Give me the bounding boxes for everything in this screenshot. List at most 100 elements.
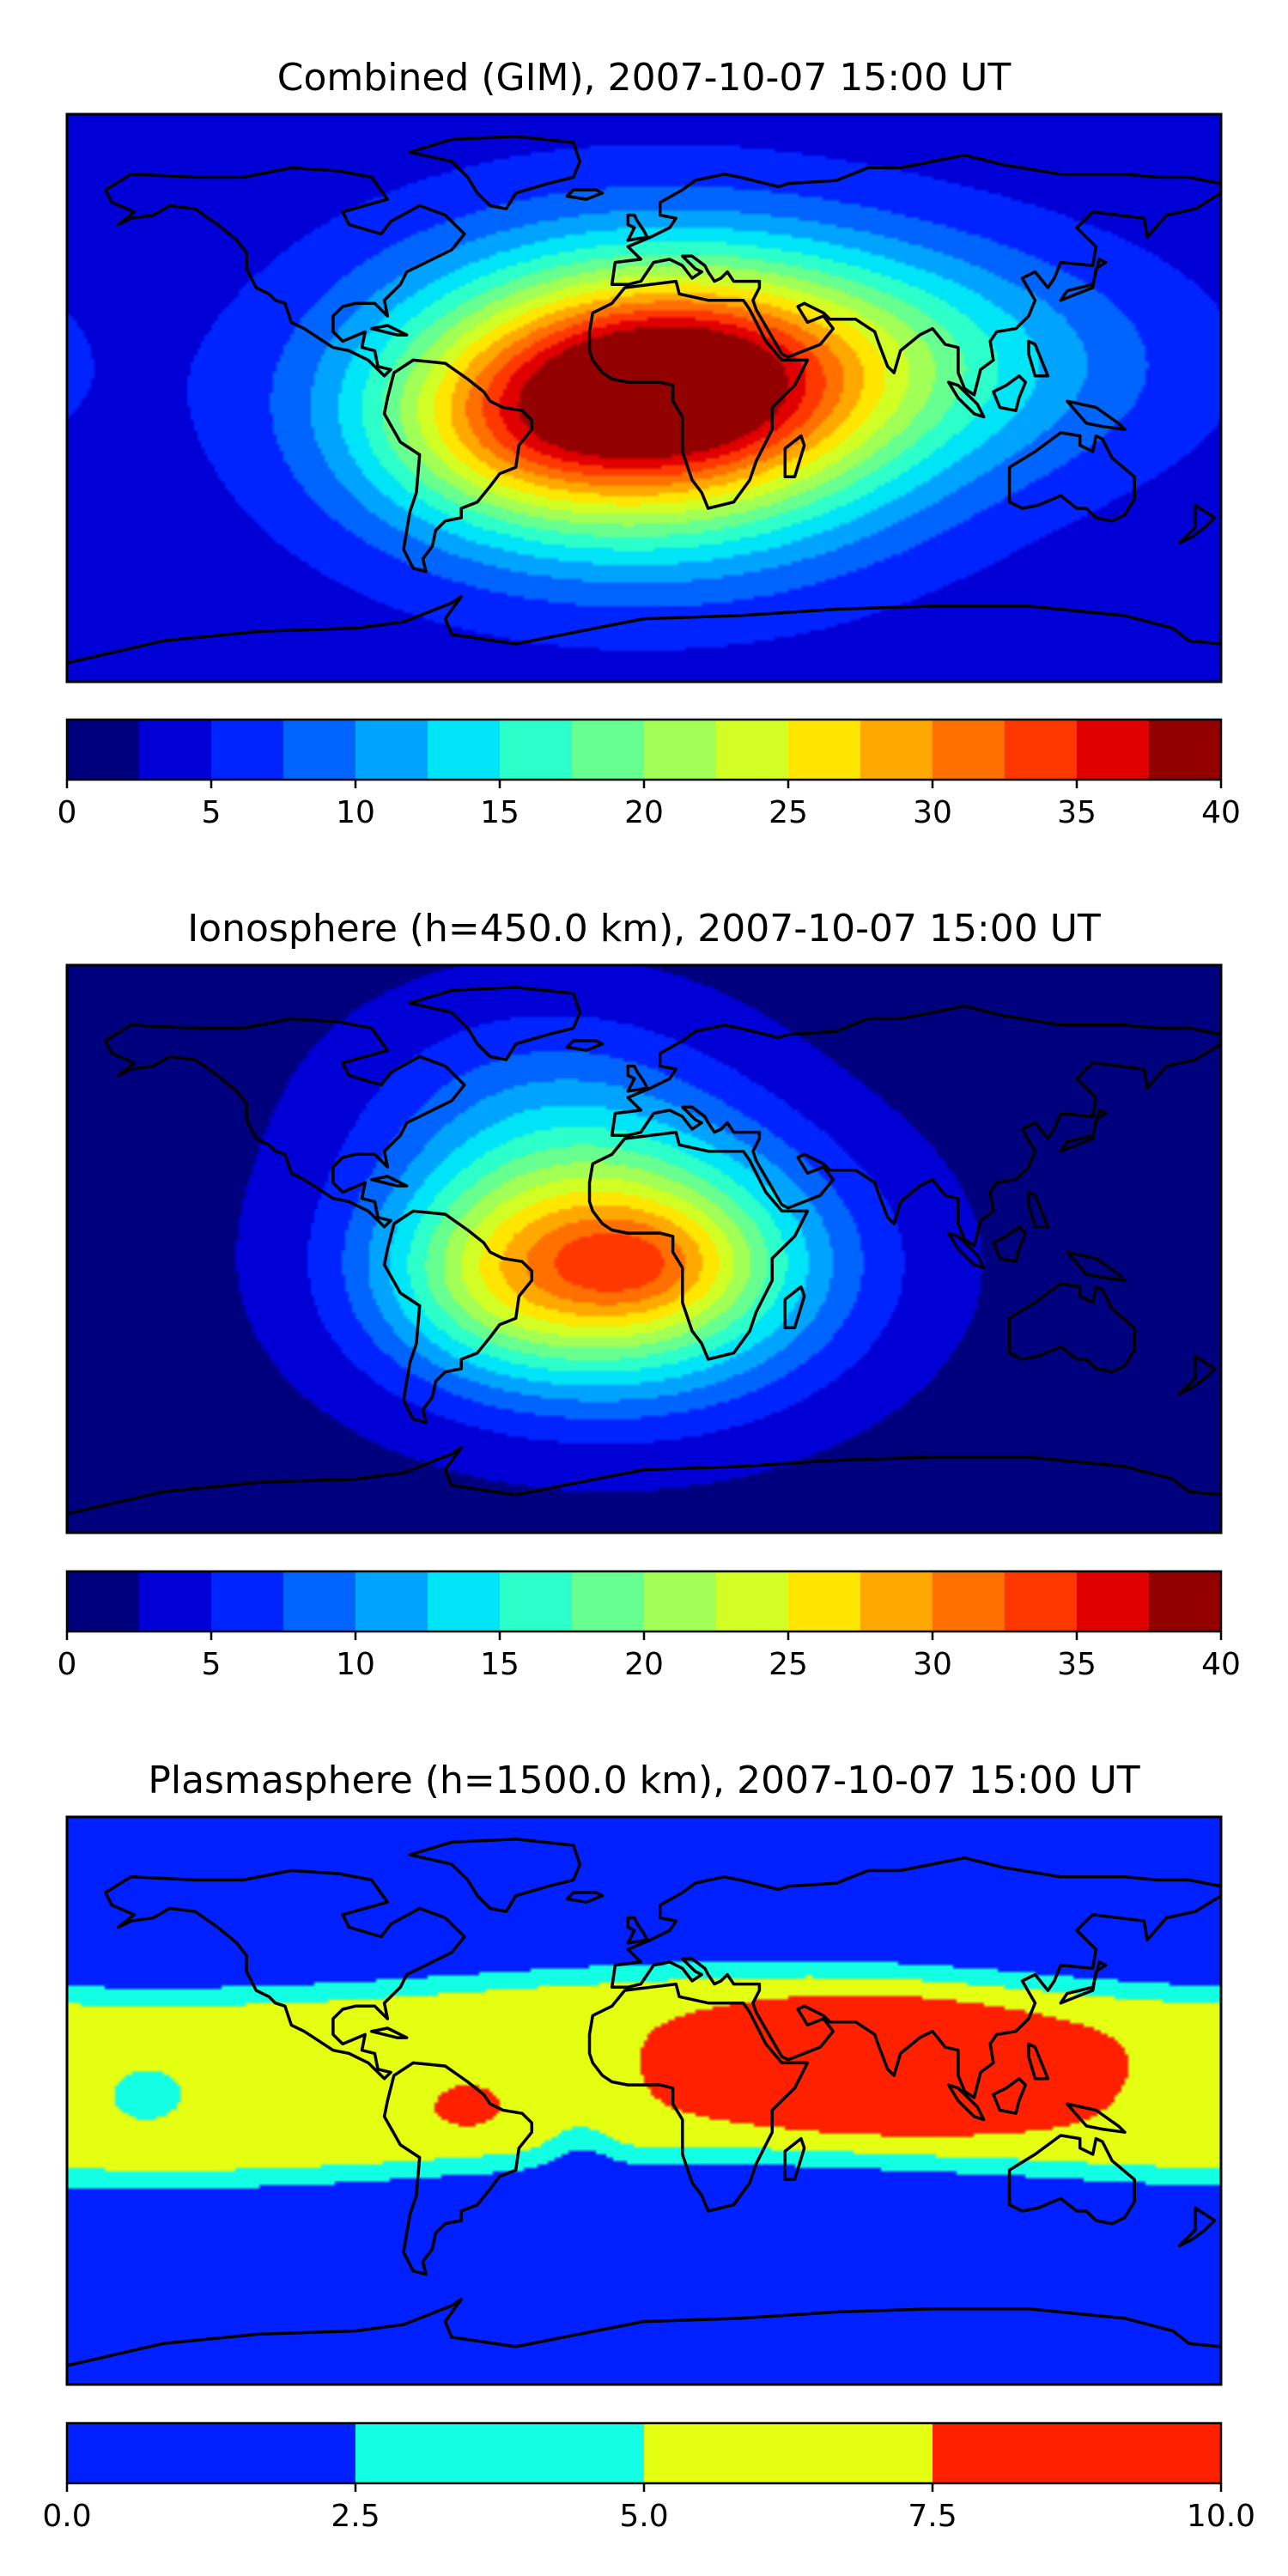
colorbar-tick-label-ionosphere-7: 35 xyxy=(1057,1647,1097,1682)
colorbar-tick-label-plasmasphere-1: 2.5 xyxy=(331,2499,380,2534)
coastline-south-america-ionosphere xyxy=(382,1209,534,1425)
colorbar-segment-ionosphere-4 xyxy=(355,1571,428,1631)
colorbar-tick-label-plasmasphere-4: 10.0 xyxy=(1187,2499,1255,2534)
map-frame-combined xyxy=(65,112,1223,683)
map-field-combined xyxy=(67,114,1221,682)
chart-title-plasmasphere: Plasmasphere (h=1500.0 km), 2007-10-07 1… xyxy=(148,1759,1139,1802)
coastline-new-guinea-combined xyxy=(1066,399,1127,431)
colorbar-segment-combined-15 xyxy=(1149,720,1222,780)
coastline-philippines-ionosphere xyxy=(1027,1190,1050,1229)
colorbar-segment-combined-10 xyxy=(788,720,861,780)
coastline-sumatra-combined xyxy=(946,380,986,419)
colorbar-tick-label-combined-6: 30 xyxy=(913,795,952,830)
colorbar-segment-combined-14 xyxy=(1077,720,1150,780)
colorbar-segment-combined-0 xyxy=(67,720,140,780)
coastline-cuba-combined xyxy=(369,324,409,337)
coastline-eurasia-ionosphere xyxy=(610,1004,1221,1248)
coastline-philippines-combined xyxy=(1027,339,1050,378)
coastline-madagascar-combined xyxy=(783,434,806,479)
coastline-greenland-combined xyxy=(408,134,582,210)
coastlines-combined xyxy=(67,134,1221,665)
colorbar-combined: 0 5 10 15 20 25 30 35 40 xyxy=(58,718,1241,830)
coastline-japan-plasmasphere xyxy=(1059,1960,1108,2005)
coastline-iceland-ionosphere xyxy=(565,1039,605,1052)
colorbar-segment-plasmasphere-3 xyxy=(933,2423,1222,2483)
colorbar-segment-plasmasphere-2 xyxy=(644,2423,933,2483)
coastline-north-america-plasmasphere xyxy=(104,1868,466,2081)
colorbar-plasmasphere: 0.0 2.5 5.0 7.5 10.0 xyxy=(42,2421,1255,2534)
colorbar-segment-combined-8 xyxy=(644,720,717,780)
coastlines-ionosphere xyxy=(67,985,1221,1516)
colorbar-segment-ionosphere-11 xyxy=(860,1571,933,1631)
coastline-new-guinea-ionosphere xyxy=(1066,1250,1127,1282)
colorbar-tick-label-ionosphere-1: 5 xyxy=(202,1647,222,1682)
coastline-australia-ionosphere xyxy=(1007,1282,1136,1374)
coastline-madagascar-ionosphere xyxy=(783,1285,806,1330)
colorbar-ionosphere: 0 5 10 15 20 25 30 35 40 xyxy=(58,1570,1241,1682)
colorbar-segment-ionosphere-1 xyxy=(139,1571,212,1631)
colorbar-tick-label-ionosphere-0: 0 xyxy=(58,1647,77,1682)
colorbar-segment-combined-6 xyxy=(500,720,573,780)
coastline-antarctica-combined xyxy=(67,595,1221,665)
colorbar-tick-label-plasmasphere-0: 0.0 xyxy=(42,2499,91,2534)
colorbar-tick-label-ionosphere-3: 15 xyxy=(480,1647,519,1682)
coastline-antarctica-plasmasphere xyxy=(67,2298,1221,2367)
colorbar-tick-label-plasmasphere-3: 7.5 xyxy=(908,2499,957,2534)
coastline-cuba-plasmasphere xyxy=(369,2026,409,2039)
colorbar-segment-ionosphere-13 xyxy=(1005,1571,1078,1631)
coastline-africa-combined xyxy=(587,279,810,510)
coastline-africa-ionosphere xyxy=(587,1130,810,1361)
coastline-sumatra-plasmasphere xyxy=(946,2083,986,2122)
colorbar-segment-combined-2 xyxy=(211,720,284,780)
colorbar-segment-plasmasphere-0 xyxy=(67,2423,356,2483)
coastline-australia-combined xyxy=(1007,431,1136,523)
chart-title-ionosphere: Ionosphere (h=450.0 km), 2007-10-07 15:0… xyxy=(187,907,1101,951)
coastline-iceland-plasmasphere xyxy=(565,1891,605,1904)
map-field-plasmasphere xyxy=(67,1817,1221,2385)
colorbar-segment-ionosphere-5 xyxy=(428,1571,501,1631)
coastline-africa-plasmasphere xyxy=(587,1982,810,2213)
colorbar-segment-combined-1 xyxy=(139,720,212,780)
colorbar-tick-label-combined-8: 40 xyxy=(1201,795,1241,830)
colorbar-segment-combined-9 xyxy=(716,720,789,780)
coastline-new-zealand-combined xyxy=(1177,503,1217,545)
panel-ionosphere: Ionosphere (h=450.0 km), 2007-10-07 15:0… xyxy=(58,907,1241,1682)
colorbar-tick-label-ionosphere-6: 30 xyxy=(913,1647,952,1682)
coastline-north-america-ionosphere xyxy=(104,1017,466,1229)
colorbar-segment-combined-7 xyxy=(572,720,645,780)
coastlines-plasmasphere xyxy=(67,1837,1221,2367)
colorbar-tick-label-combined-5: 25 xyxy=(769,795,808,830)
tec-field-image-plasmasphere xyxy=(67,1817,1221,2385)
coastline-north-america-combined xyxy=(104,166,466,378)
chart-title-combined: Combined (GIM), 2007-10-07 15:00 UT xyxy=(277,56,1012,100)
tec-field-image-ionosphere xyxy=(67,965,1221,1533)
colorbar-segment-combined-11 xyxy=(860,720,933,780)
coastline-south-america-plasmasphere xyxy=(382,2061,534,2276)
colorbar-segment-ionosphere-9 xyxy=(716,1571,789,1631)
coastline-madagascar-plasmasphere xyxy=(783,2136,806,2182)
coastline-new-guinea-plasmasphere xyxy=(1066,2102,1127,2134)
colorbar-segment-combined-3 xyxy=(283,720,356,780)
coastline-cuba-ionosphere xyxy=(369,1175,409,1188)
coastline-borneo-combined xyxy=(992,374,1028,412)
colorbar-tick-label-ionosphere-8: 40 xyxy=(1201,1647,1241,1682)
map-frame-plasmasphere xyxy=(65,1815,1223,2386)
coastline-new-zealand-ionosphere xyxy=(1177,1354,1217,1396)
colorbar-tick-label-ionosphere-5: 25 xyxy=(769,1647,808,1682)
colorbar-tick-label-ionosphere-2: 10 xyxy=(336,1647,375,1682)
coastline-japan-combined xyxy=(1059,258,1108,302)
coastline-sumatra-ionosphere xyxy=(946,1231,986,1270)
colorbar-segment-ionosphere-6 xyxy=(500,1571,573,1631)
coastline-british-isles-plasmasphere xyxy=(626,1916,649,1945)
coastline-new-zealand-plasmasphere xyxy=(1177,2206,1217,2248)
colorbar-segment-plasmasphere-1 xyxy=(355,2423,645,2483)
colorbar-segment-ionosphere-2 xyxy=(211,1571,284,1631)
colorbar-segment-combined-4 xyxy=(355,720,428,780)
coastline-british-isles-combined xyxy=(626,213,649,242)
panel-plasmasphere: Plasmasphere (h=1500.0 km), 2007-10-07 1… xyxy=(42,1759,1255,2534)
coastline-antarctica-ionosphere xyxy=(67,1446,1221,1516)
colorbar-tick-label-combined-4: 20 xyxy=(624,795,664,830)
map-frame-ionosphere xyxy=(65,963,1223,1534)
colorbar-segment-ionosphere-8 xyxy=(644,1571,717,1631)
colorbar-segment-combined-5 xyxy=(428,720,501,780)
